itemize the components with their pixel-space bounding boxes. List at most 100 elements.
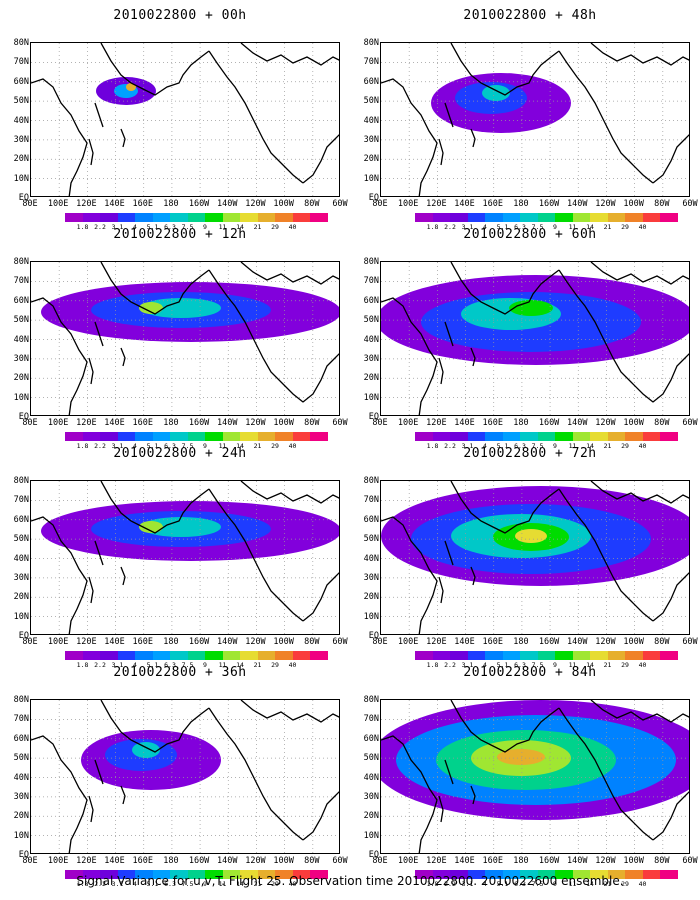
- longitude-label: 160E: [482, 199, 503, 209]
- map-area: [30, 699, 340, 854]
- colorbar-swatch: [590, 870, 608, 879]
- longitude-label: 80W: [654, 418, 670, 428]
- longitude-label: 80E: [22, 856, 38, 866]
- colorbar-swatch: [660, 651, 678, 660]
- map-area: [30, 42, 340, 197]
- colorbar-label: 9: [553, 661, 557, 669]
- colorbar-label: 14: [586, 442, 594, 450]
- colorbar-swatch: [187, 870, 205, 879]
- colorbar-swatch: [537, 213, 555, 222]
- longitude-label: 140W: [217, 856, 238, 866]
- longitude-label: 100W: [273, 199, 294, 209]
- colorbar: [415, 213, 678, 222]
- colorbar-swatch: [502, 432, 520, 441]
- colorbar-label: 3.1: [111, 442, 124, 450]
- latitude-label: 20N: [13, 154, 29, 165]
- longitude-label: 180: [513, 637, 529, 647]
- colorbar-swatch: [257, 870, 275, 879]
- latitude-label: 60N: [13, 514, 29, 525]
- longitude-label: 120E: [76, 418, 97, 428]
- colorbar-swatch: [275, 651, 293, 660]
- panel-title: 2010022800 + 60h: [463, 227, 597, 242]
- latitude-label: 80N: [13, 476, 29, 486]
- colorbar-label: 5.1: [496, 223, 509, 231]
- longitude-label: 140W: [567, 856, 588, 866]
- colorbar-swatch: [117, 870, 135, 879]
- colorbar-swatch: [222, 651, 240, 660]
- longitude-label: 80W: [304, 637, 320, 647]
- longitude-label: 120W: [595, 856, 616, 866]
- latitude-label: 70N: [363, 57, 379, 68]
- panel-title: 2010022800 + 00h: [113, 8, 247, 23]
- longitude-label: 180: [513, 418, 529, 428]
- colorbar-swatch: [135, 213, 153, 222]
- variance-contour: [139, 521, 163, 533]
- longitude-label: 100E: [47, 637, 69, 647]
- coastline: [31, 43, 339, 196]
- longitude-label: 120W: [595, 418, 616, 428]
- colorbar-label: 2.2: [94, 223, 106, 231]
- map-plot: [381, 262, 689, 415]
- longitude-label: 80E: [22, 199, 38, 209]
- colorbar-label: 4: [483, 661, 487, 669]
- map-area: [380, 42, 690, 197]
- colorbar: [415, 870, 678, 879]
- latitude-label: EQ: [18, 631, 29, 641]
- map-plot: [381, 481, 689, 634]
- longitude-label: 100W: [623, 856, 644, 866]
- colorbar: [65, 213, 328, 222]
- longitude-label: 160W: [188, 199, 210, 209]
- colorbar-swatch: [222, 870, 240, 879]
- colorbar-swatch: [82, 213, 100, 222]
- colorbar: [415, 432, 678, 441]
- variance-contour: [515, 529, 547, 543]
- longitude-label: 120E: [426, 637, 447, 647]
- colorbar-label: 40: [288, 442, 297, 450]
- latitude-label: 80N: [363, 476, 379, 486]
- colorbar-swatch: [205, 870, 223, 879]
- map-area: [380, 699, 690, 854]
- longitude-label: 120E: [76, 199, 97, 209]
- colorbar-swatch: [467, 651, 485, 660]
- longitude-label: 80W: [304, 418, 320, 428]
- colorbar-swatch: [642, 213, 660, 222]
- colorbar-swatch: [100, 651, 118, 660]
- colorbar-swatch: [100, 213, 118, 222]
- colorbar-label: 29: [621, 880, 629, 888]
- longitude-label: 140E: [454, 637, 475, 647]
- longitude-label: 60W: [332, 418, 348, 428]
- colorbar-swatch: [555, 651, 573, 660]
- colorbar-swatch: [170, 213, 188, 222]
- colorbar-label: 29: [271, 661, 279, 669]
- colorbar-swatch: [572, 870, 590, 879]
- colorbar-swatch: [415, 870, 433, 879]
- latitude-label: 50N: [13, 753, 29, 764]
- colorbar: [65, 870, 328, 879]
- latitude-label: 50N: [363, 753, 379, 764]
- colorbar-swatch: [152, 651, 170, 660]
- colorbar-label: 11: [218, 880, 227, 888]
- latitude-label: 30N: [363, 353, 379, 364]
- longitude-label: 60W: [682, 637, 698, 647]
- variance-contour: [141, 517, 221, 537]
- latitude-label: 70N: [13, 276, 29, 287]
- colorbar-swatch: [485, 432, 503, 441]
- latitude-label: 30N: [13, 353, 29, 364]
- longitude-label: 100W: [623, 418, 644, 428]
- latitude-label: 70N: [13, 714, 29, 725]
- colorbar-label: 11: [218, 442, 227, 450]
- longitude-label: 120E: [76, 856, 97, 866]
- longitude-label: 160W: [538, 418, 560, 428]
- longitude-label: 100W: [623, 199, 644, 209]
- variance-contour: [132, 742, 160, 758]
- colorbar-swatch: [485, 651, 503, 660]
- colorbar-label: 29: [271, 880, 279, 888]
- longitude-label: 80E: [372, 637, 388, 647]
- variance-contour: [482, 85, 510, 101]
- map-panel: 2010022800 + 36h 80N 70N 60N 50N 40N 30N 20N 10N…: [10, 665, 350, 888]
- coastline: [381, 700, 689, 853]
- map-plot: [31, 481, 339, 634]
- colorbar-swatch: [135, 651, 153, 660]
- colorbar-swatch: [625, 213, 643, 222]
- latitude-label: EQ: [368, 193, 379, 203]
